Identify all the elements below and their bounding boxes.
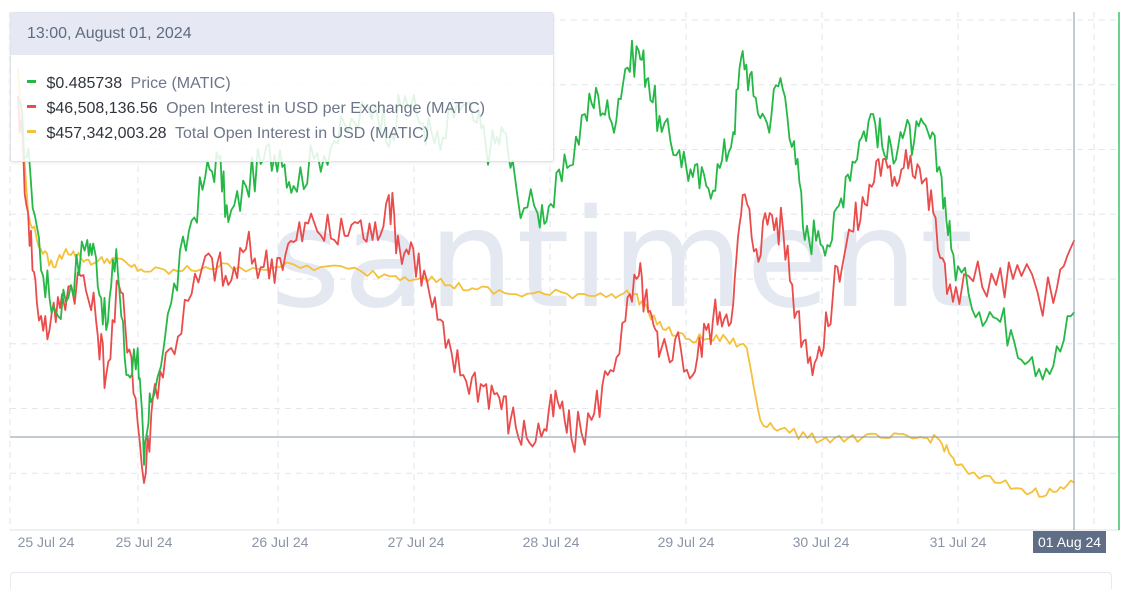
- tooltip-row-oi-exchange: $46,508,136.56 Open Interest in USD per …: [11, 96, 553, 121]
- x-tick-label: 25 Jul 24: [116, 534, 173, 550]
- total-oi-value: $457,342,003.28: [46, 125, 167, 142]
- oi-exchange-value: $46,508,136.56: [46, 100, 158, 117]
- santiment-watermark: santiment: [270, 181, 975, 339]
- x-tick-label: 28 Jul 24: [523, 534, 580, 550]
- series-line-total-oi: [17, 68, 1075, 498]
- x-tick-label: 27 Jul 24: [388, 534, 445, 550]
- price-swatch: [27, 80, 36, 84]
- x-tick-label: 26 Jul 24: [252, 534, 309, 550]
- x-tick-label: 31 Jul 24: [930, 534, 987, 550]
- x-tick-label: 30 Jul 24: [793, 534, 850, 550]
- x-tick-label: 29 Jul 24: [658, 534, 715, 550]
- series-line-price: [17, 39, 1076, 466]
- x-axis-ticks: 25 Jul 24 25 Jul 24 26 Jul 24 27 Jul 24 28 J…: [18, 534, 987, 550]
- total-oi-swatch: [27, 130, 36, 134]
- oi-exchange-swatch: [27, 105, 36, 109]
- total-oi-label: Total Open Interest in USD (MATIC): [175, 125, 430, 142]
- price-label: Price (MATIC): [130, 75, 231, 92]
- bottom-panel-edge: [10, 572, 1112, 589]
- x-tick-label: 25 Jul 24: [18, 534, 75, 550]
- price-value: $0.485738: [46, 75, 123, 92]
- crosshair-date-label: 01 Aug 24: [1033, 531, 1107, 553]
- series-line-oi-exchange: [17, 95, 1076, 484]
- tooltip-row-total-oi: $457,342,003.28 Total Open Interest in U…: [11, 121, 553, 146]
- tooltip-body: $0.485738 Price (MATIC) $46,508,136.56 O…: [11, 55, 553, 146]
- chart-series: [17, 39, 1076, 498]
- tooltip-datetime: 13:00, August 01, 2024: [11, 13, 553, 55]
- tooltip-row-price: $0.485738 Price (MATIC): [11, 71, 553, 96]
- tooltip-panel: 13:00, August 01, 2024 $0.485738 Price (…: [10, 12, 554, 162]
- oi-exchange-label: Open Interest in USD per Exchange (MATIC…: [166, 100, 486, 117]
